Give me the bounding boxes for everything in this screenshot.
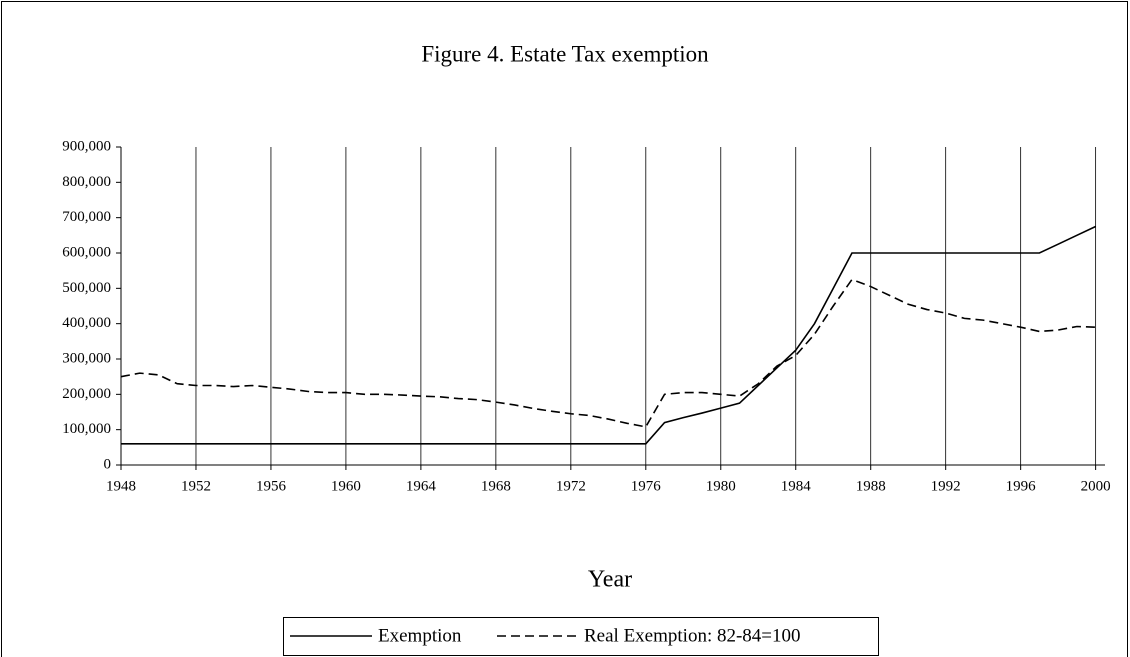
- legend-label: Exemption: [378, 625, 462, 646]
- data-line: [120, 278, 1096, 428]
- x-tick-label: 1988: [856, 478, 886, 494]
- y-tick-label: 900,000: [62, 138, 111, 154]
- x-tick-label: 1952: [181, 478, 211, 494]
- y-tick-label: 100,000: [62, 421, 111, 437]
- x-tick-label: 1980: [706, 478, 736, 494]
- y-tick-label: 700,000: [62, 209, 111, 225]
- y-tick-label: 200,000: [62, 386, 111, 402]
- x-axis-label: Year: [588, 567, 632, 593]
- x-tick-label: 1976: [631, 478, 662, 494]
- legend-box: [283, 617, 879, 656]
- chart-title: Figure 4. Estate Tax exemption: [421, 41, 709, 66]
- y-tick-label: 600,000: [62, 244, 111, 260]
- y-tick-label: 500,000: [62, 280, 111, 296]
- legend-label: Real Exemption: 82-84=100: [584, 625, 801, 646]
- x-tick-label: 1996: [1006, 478, 1037, 494]
- x-tick-label: 1960: [331, 478, 361, 494]
- x-tick-label: 1972: [556, 478, 586, 494]
- x-tick-label: 2000: [1081, 478, 1111, 494]
- x-tick-label: 1992: [931, 478, 961, 494]
- y-tick-label: 0: [104, 456, 112, 472]
- x-tick-label: 1956: [256, 478, 287, 494]
- y-tick-label: 300,000: [62, 350, 111, 366]
- x-tick-label: 1964: [406, 478, 437, 494]
- x-tick-label: 1968: [481, 478, 511, 494]
- y-tick-label: 800,000: [62, 174, 111, 190]
- x-tick-label: 1984: [781, 478, 812, 494]
- y-tick-label: 400,000: [62, 315, 111, 331]
- data-line: [121, 225, 1096, 445]
- x-tick-label: 1948: [106, 478, 136, 494]
